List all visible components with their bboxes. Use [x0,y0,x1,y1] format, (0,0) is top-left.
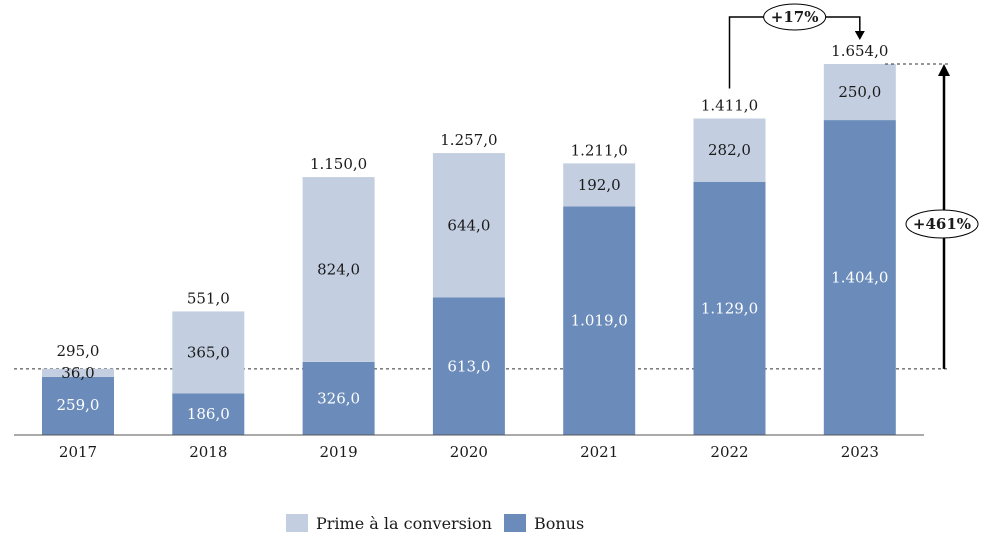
data-label-bonus-2017: 259,0 [57,396,100,414]
legend-label-prime: Prime à la conversion [316,513,492,533]
legend-item-bonus: Bonus [503,513,585,533]
data-label-prime-2019: 824,0 [317,260,360,278]
bar-prime-2022 [693,118,766,182]
growth-bubble-461 [905,209,979,239]
total-label-2021: 1.211,0 [571,141,628,159]
bar-prime-2017 [42,368,114,377]
x-tick-label-2020: 2020 [450,443,488,461]
x-tick-label-2019: 2019 [320,443,358,461]
data-label-prime-2018: 365,0 [187,343,230,361]
data-label-prime-2023: 250,0 [838,83,881,101]
data-label-bonus-2023: 1.404,0 [831,269,888,287]
data-label-bonus-2018: 186,0 [187,405,230,423]
x-tick-label-2022: 2022 [710,443,748,461]
bar-prime-2021 [563,163,636,207]
bar-prime-2023 [823,64,896,121]
bar-bonus-2019 [302,361,375,435]
legend-swatch-bonus [503,514,526,532]
legend-swatch-prime [286,514,308,532]
legend-label-bonus: Bonus [533,513,585,533]
x-tick-label-2021: 2021 [580,443,618,461]
x-tick-label-2018: 2018 [189,443,227,461]
growth-label-17: +17% [771,8,819,26]
growth-bubble-17 [763,3,827,31]
bar-prime-2018 [172,311,245,394]
total-label-2019: 1.150,0 [310,155,367,173]
x-tick-label-2023: 2023 [841,443,879,461]
bar-bonus-2017 [42,376,114,435]
arrow-head-icon [854,31,865,40]
data-label-bonus-2020: 613,0 [447,357,490,375]
total-label-2017: 295,0 [57,342,100,360]
bar-bonus-2022 [693,181,766,435]
total-label-2022: 1.411,0 [701,97,758,115]
arrow-head-icon [938,64,950,77]
total-label-2018: 551,0 [187,289,230,307]
data-label-bonus-2019: 326,0 [317,389,360,407]
data-label-prime-2021: 192,0 [578,176,621,194]
growth-label-461: +461% [913,215,971,233]
x-tick-label-2017: 2017 [59,443,97,461]
bar-bonus-2020 [432,297,505,435]
legend: Prime à la conversion Bonus [286,512,596,534]
bar-bonus-2023 [823,120,896,436]
total-label-2023: 1.654,0 [831,42,888,60]
data-label-bonus-2022: 1.129,0 [701,299,758,317]
total-label-2020: 1.257,0 [440,131,497,149]
bar-bonus-2021 [563,206,636,435]
data-label-prime-2022: 282,0 [708,141,751,159]
data-label-prime-2020: 644,0 [447,216,490,234]
legend-item-prime: Prime à la conversion [286,514,492,533]
bar-bonus-2018 [172,393,245,435]
bar-prime-2020 [432,153,505,298]
data-label-bonus-2021: 1.019,0 [571,312,628,330]
data-label-prime-2017: 36,0 [61,364,94,382]
bar-prime-2019 [302,177,375,362]
